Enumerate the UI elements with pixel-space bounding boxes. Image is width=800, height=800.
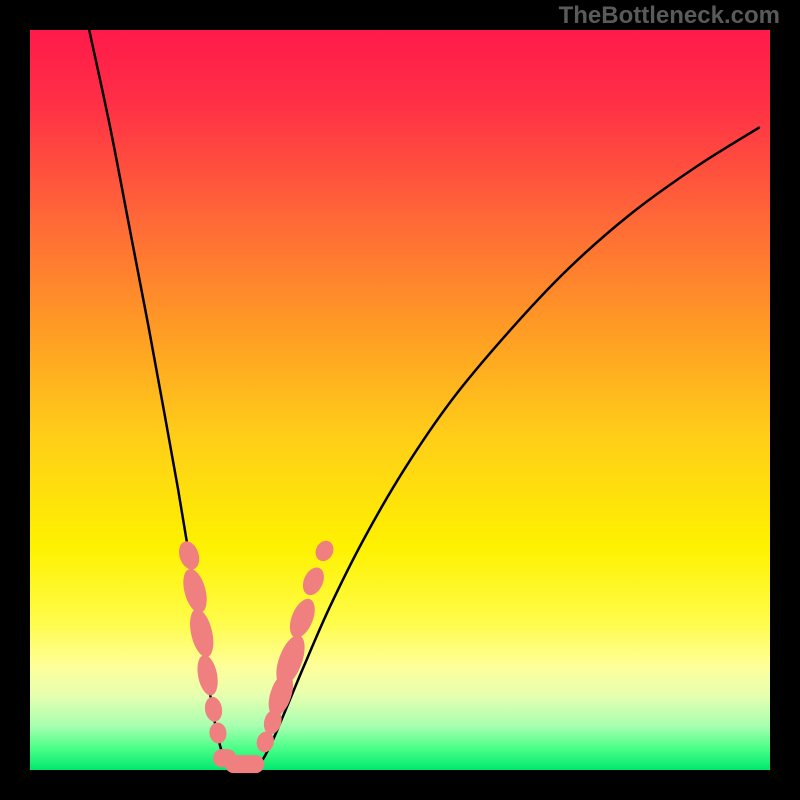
marker-ellipse bbox=[204, 696, 224, 722]
curve-layer bbox=[0, 0, 800, 800]
marker-ellipse bbox=[187, 607, 217, 658]
marker-ellipse bbox=[209, 722, 227, 744]
marker-ellipse bbox=[195, 654, 220, 697]
right-curve bbox=[256, 128, 759, 767]
marker-group-right bbox=[255, 538, 336, 753]
marker-group-bottom bbox=[214, 750, 264, 773]
marker-pill bbox=[226, 756, 264, 773]
marker-ellipse bbox=[176, 539, 202, 571]
marker-ellipse bbox=[180, 567, 211, 615]
chart-container: TheBottleneck.com bbox=[0, 0, 800, 800]
marker-ellipse bbox=[286, 596, 320, 641]
marker-group-left bbox=[176, 539, 227, 744]
marker-ellipse bbox=[300, 565, 328, 598]
marker-ellipse bbox=[313, 538, 336, 563]
left-curve bbox=[89, 30, 231, 767]
watermark-text: TheBottleneck.com bbox=[559, 2, 780, 30]
